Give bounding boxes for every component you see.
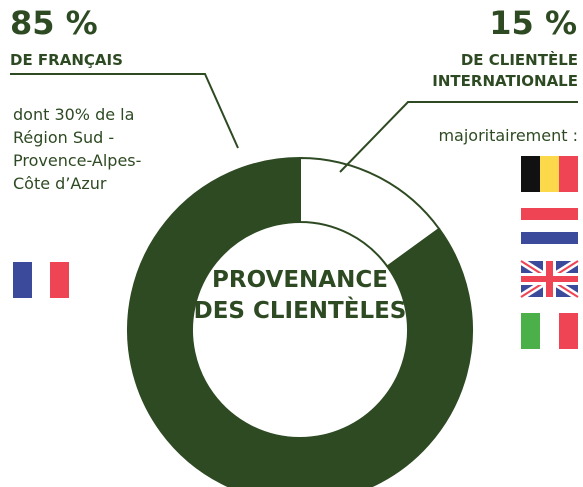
category-label: DE FRANÇAIS: [10, 51, 123, 69]
note: dont 30% de la Région Sud - Provence-Alp…: [13, 105, 142, 193]
leader-line: [10, 73, 239, 149]
flag-france: [13, 262, 69, 298]
donut-segment: [127, 156, 473, 487]
value-label: 85 %: [10, 4, 98, 42]
category-label: DE CLIENTÈLE INTERNATIONALE: [432, 51, 578, 90]
flag-netherlands: [521, 208, 578, 244]
value-label: 15 %: [489, 4, 577, 42]
flag-uk: [519, 258, 580, 300]
leader-line: [339, 101, 578, 173]
flag-italy: [521, 313, 578, 349]
flag-belgium: [521, 156, 578, 192]
center-label: PROVENANCE DES CLIENTÈLES: [193, 267, 407, 324]
note: majoritairement :: [438, 126, 578, 145]
